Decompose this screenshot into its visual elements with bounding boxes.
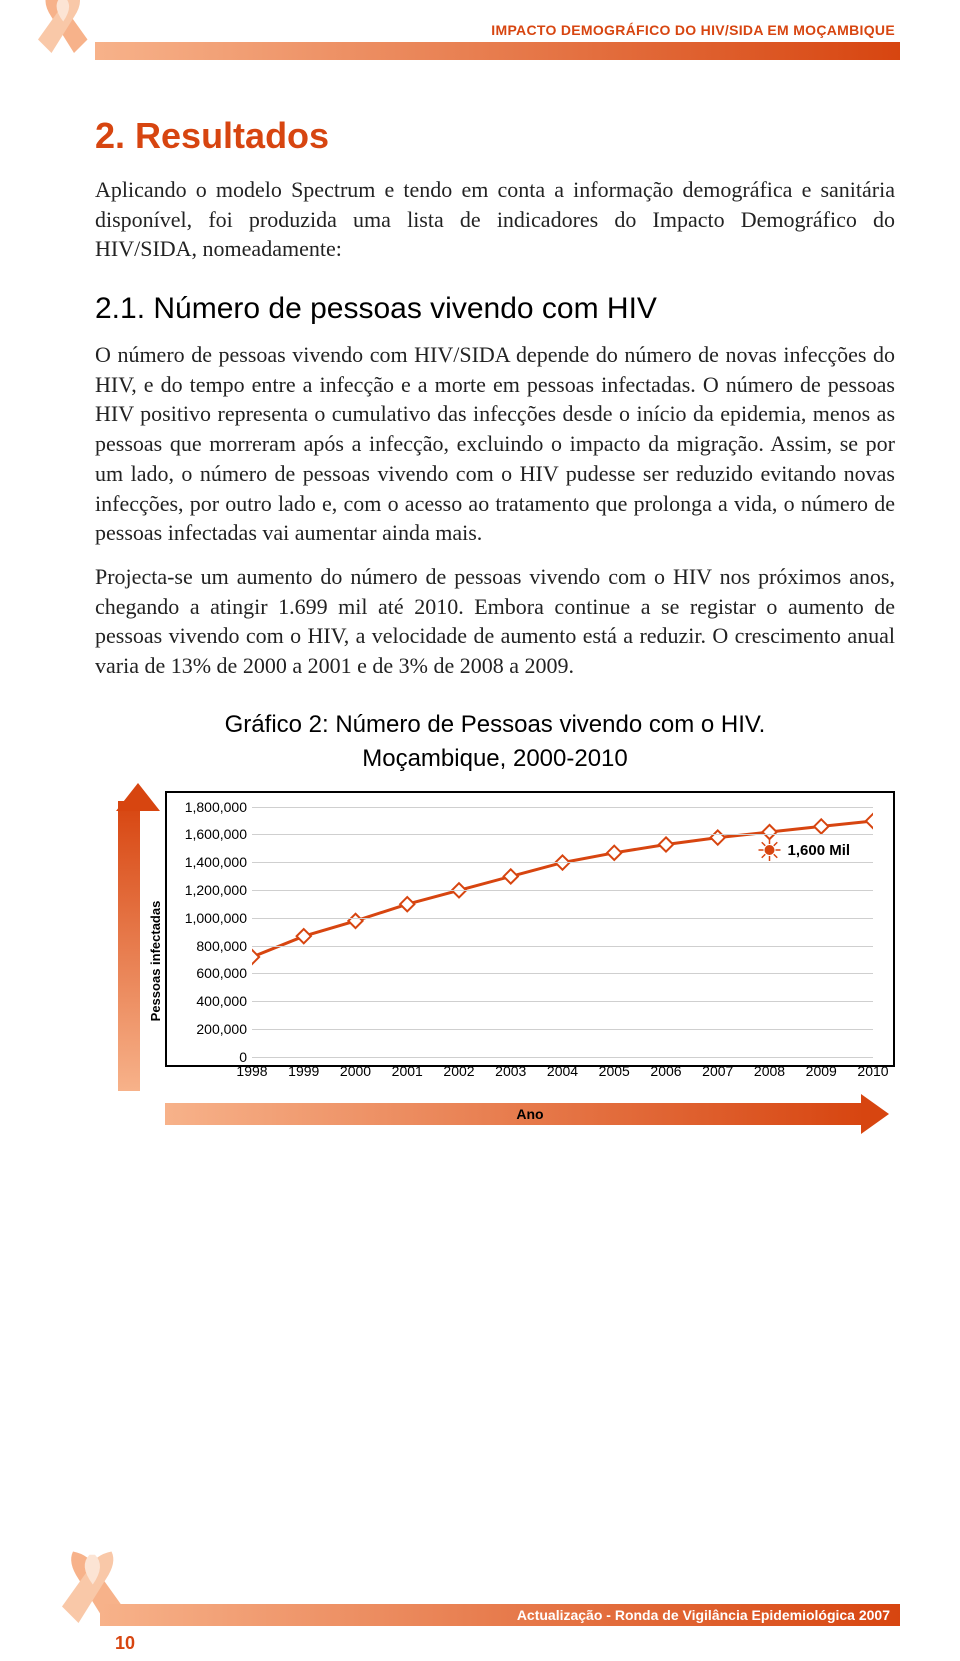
page-number: 10 (115, 1633, 135, 1654)
x-tick-label: 2001 (392, 1063, 423, 1079)
x-tick-label: 2006 (650, 1063, 681, 1079)
x-axis-label: Ano (516, 1106, 543, 1122)
y-tick-label: 0 (167, 1049, 247, 1065)
y-tick-label: 1,800,000 (167, 799, 247, 815)
footer-bar: 10 Actualização - Ronda de Vigilância Ep… (100, 1604, 900, 1626)
paragraph-2: Projecta-se um aumento do número de pess… (95, 562, 895, 681)
y-tick-label: 1,200,000 (167, 882, 247, 898)
y-tick-label: 600,000 (167, 965, 247, 981)
header-label: IMPACTO DEMOGRÁFICO DO HIV/SIDA EM MOÇAM… (491, 22, 895, 38)
y-tick-label: 1,000,000 (167, 910, 247, 926)
chart-subtitle: Moçambique, 2000-2010 (95, 745, 895, 773)
footer-text: Actualização - Ronda de Vigilância Epide… (100, 1607, 900, 1623)
header-banner: IMPACTO DEMOGRÁFICO DO HIV/SIDA EM MOÇAM… (0, 0, 960, 80)
footer: 10 Actualização - Ronda de Vigilância Ep… (0, 1541, 960, 1661)
x-axis-arrow-head (861, 1094, 889, 1134)
y-tick-label: 200,000 (167, 1021, 247, 1037)
x-tick-label: 2000 (340, 1063, 371, 1079)
y-tick-label: 1,600,000 (167, 826, 247, 842)
x-tick-label: 2010 (857, 1063, 888, 1079)
x-tick-label: 1999 (288, 1063, 319, 1079)
intro-paragraph: Aplicando o modelo Spectrum e tendo em c… (95, 175, 895, 264)
paragraph-1: O número de pessoas vivendo com HIV/SIDA… (95, 340, 895, 548)
chart-box: 0 200,000 400,000 600,000 800,000 1,000,000 1,… (165, 791, 895, 1067)
chart-plot: 0200,000400,000600,000800,0001,000,0001,… (252, 807, 873, 1057)
y-tick-label: 1,400,000 (167, 854, 247, 870)
section-title: 2. Resultados (95, 115, 895, 157)
ribbon-icon (20, 0, 110, 80)
x-tick-label: 2002 (443, 1063, 474, 1079)
x-axis-arrow-row: Ano (165, 1097, 895, 1131)
y-axis-arrow (118, 801, 140, 1091)
x-tick-label: 2003 (495, 1063, 526, 1079)
x-tick-label: 1998 (236, 1063, 267, 1079)
x-tick-label: 2008 (754, 1063, 785, 1079)
y-tick-label: 800,000 (167, 938, 247, 954)
x-axis-arrow (165, 1103, 865, 1125)
y-axis-label: Pessoas infectadas (148, 900, 163, 1021)
x-tick-label: 2007 (702, 1063, 733, 1079)
chart-line (252, 807, 873, 1057)
y-tick-label: 400,000 (167, 993, 247, 1009)
x-tick-label: 2004 (547, 1063, 578, 1079)
x-tick-label: 2009 (806, 1063, 837, 1079)
subsection-title: 2.1. Número de pessoas vivendo com HIV (95, 292, 895, 326)
x-tick-label: 2005 (599, 1063, 630, 1079)
header-bar (95, 42, 900, 60)
chart-callout: 1,600 Mil (788, 842, 851, 859)
chart-container: Pessoas infectadas 0 200,000 400,000 600,00… (110, 791, 895, 1131)
chart-title: Gráfico 2: Número de Pessoas vivendo com… (95, 711, 895, 739)
main-content: 2. Resultados Aplicando o modelo Spectru… (95, 115, 895, 1131)
